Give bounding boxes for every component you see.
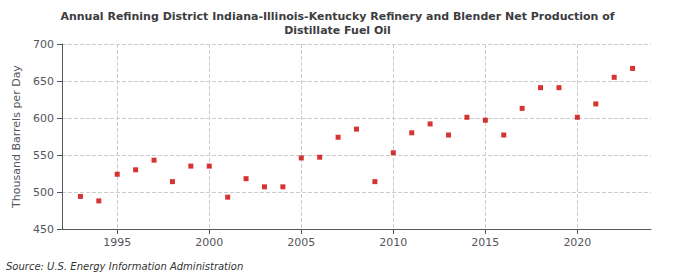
svg-text:450: 450 — [33, 223, 54, 236]
svg-text:2005: 2005 — [287, 236, 315, 249]
svg-text:2020: 2020 — [563, 236, 591, 249]
svg-text:2000: 2000 — [195, 236, 223, 249]
svg-text:600: 600 — [33, 112, 54, 125]
svg-text:550: 550 — [33, 149, 54, 162]
svg-text:Distillate Fuel Oil: Distillate Fuel Oil — [284, 24, 391, 37]
svg-text:Source: U.S. Energy Informatio: Source: U.S. Energy Information Administ… — [6, 261, 243, 272]
svg-text:2010: 2010 — [379, 236, 407, 249]
svg-text:Thousand Barrels per Day: Thousand Barrels per Day — [10, 65, 23, 209]
svg-text:700: 700 — [33, 38, 54, 51]
svg-text:500: 500 — [33, 186, 54, 199]
svg-text:1995: 1995 — [103, 236, 131, 249]
svg-text:Annual Refining District India: Annual Refining District Indiana-Illinoi… — [60, 10, 614, 23]
svg-text:650: 650 — [33, 75, 54, 88]
svg-text:2015: 2015 — [471, 236, 499, 249]
